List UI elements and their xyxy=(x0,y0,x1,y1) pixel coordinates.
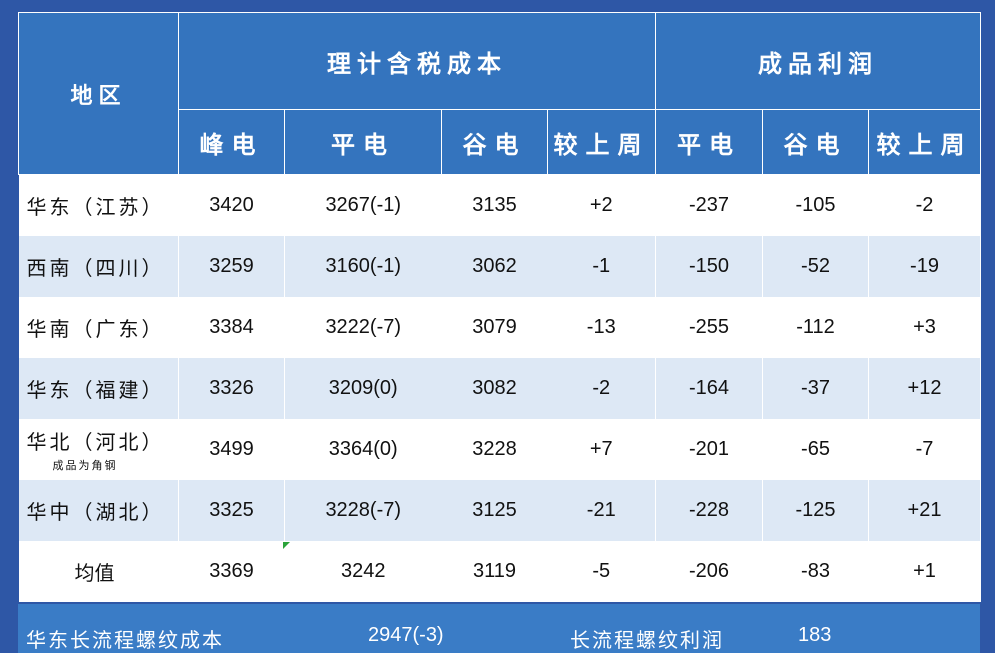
table-body: 华东（江苏） 3420 3267(-1) 3135 +2 -237 -105 -2 西南（四川）… xyxy=(18,174,982,602)
col-header-profit-wow: 较上周 xyxy=(867,109,982,175)
flat-cost-cell: 3160(-1) xyxy=(284,236,442,297)
profit-wow-cell: -2 xyxy=(868,174,982,236)
green-corner-mark xyxy=(283,542,290,549)
peak-cost-cell: 3369 xyxy=(178,541,285,602)
col-header-cost-wow: 较上周 xyxy=(547,109,656,175)
cost-wow-cell: +2 xyxy=(547,174,656,236)
table-row: 华中（湖北） 3325 3228(-7) 3125 -21 -228 -125 +21 xyxy=(18,480,982,541)
region-name: 华南（广东） xyxy=(26,317,165,341)
profit-flat-cell: -228 xyxy=(655,480,763,541)
valley-cost-cell: 3135 xyxy=(441,174,548,236)
profit-valley-cell: -112 xyxy=(762,297,869,358)
cost-profit-table: 地区 理计含税成本 成品利润 峰电 平电 谷电 较上周 平电 谷电 较上周 华东… xyxy=(18,12,982,602)
cost-wow-cell: +7 xyxy=(547,419,656,480)
long-process-cost-label: 华东长流程螺纹成本 xyxy=(26,628,224,652)
col-header-profit-valley: 谷电 xyxy=(762,109,869,175)
region-header: 地区 xyxy=(18,12,179,175)
long-process-profit-value: 183 xyxy=(798,624,832,646)
profit-flat-cell: -150 xyxy=(655,236,763,297)
profit-valley-cell: -83 xyxy=(762,541,869,602)
cost-wow-cell: -13 xyxy=(547,297,656,358)
flat-cost-cell: 3228(-7) xyxy=(284,480,442,541)
region-name: 华东（福建） xyxy=(26,378,165,402)
profit-wow-cell: +3 xyxy=(868,297,982,358)
summary-bar: 华东长流程螺纹成本 2947(-3) 长流程螺纹利润 183 xyxy=(18,604,980,653)
profit-valley-cell: -65 xyxy=(762,419,869,480)
peak-cost-cell: 3326 xyxy=(178,358,285,419)
col-header-profit-flat: 平电 xyxy=(655,109,763,175)
profit-wow-cell: -19 xyxy=(868,236,982,297)
peak-cost-cell: 3499 xyxy=(178,419,285,480)
average-row: 均值 3369 3242 3119 -5 -206 -83 +1 xyxy=(18,541,982,602)
region-cell: 华南（广东） xyxy=(18,297,179,358)
region-cell: 华东（江苏） xyxy=(18,174,179,236)
region-name: 均值 xyxy=(74,563,115,585)
valley-cost-cell: 3228 xyxy=(441,419,548,480)
region-name: 华北（河北） xyxy=(26,430,165,454)
profit-valley-cell: -37 xyxy=(762,358,869,419)
valley-cost-cell: 3119 xyxy=(441,541,548,602)
flat-cost-cell: 3364(0) xyxy=(284,419,442,480)
cost-wow-cell: -2 xyxy=(547,358,656,419)
cost-wow-cell: -5 xyxy=(547,541,656,602)
profit-valley-cell: -125 xyxy=(762,480,869,541)
average-label: 均值 xyxy=(18,541,179,602)
col-header-peak: 峰电 xyxy=(178,109,285,175)
peak-cost-cell: 3420 xyxy=(178,174,285,236)
flat-cost-cell: 3209(0) xyxy=(284,358,442,419)
valley-cost-cell: 3079 xyxy=(441,297,548,358)
region-name: 西南（四川） xyxy=(26,256,165,280)
peak-cost-cell: 3384 xyxy=(178,297,285,358)
profit-valley-cell: -52 xyxy=(762,236,869,297)
peak-cost-cell: 3259 xyxy=(178,236,285,297)
profit-flat-cell: -201 xyxy=(655,419,763,480)
table-row: 华东（福建） 3326 3209(0) 3082 -2 -164 -37 +12 xyxy=(18,358,982,419)
col-header-flat: 平电 xyxy=(284,109,442,175)
profit-flat-cell: -206 xyxy=(655,541,763,602)
long-process-cost-value: 2947(-3) xyxy=(368,624,444,646)
profit-flat-cell: -237 xyxy=(655,174,763,236)
long-process-profit-label: 长流程螺纹利润 xyxy=(570,628,724,652)
col-header-valley: 谷电 xyxy=(441,109,548,175)
profit-flat-cell: -255 xyxy=(655,297,763,358)
profit-wow-cell: -7 xyxy=(868,419,982,480)
cost-wow-cell: -21 xyxy=(547,480,656,541)
region-name: 华中（湖北） xyxy=(26,500,165,524)
region-cell: 华北（河北） 成品为角钢 xyxy=(18,419,179,480)
peak-cost-cell: 3325 xyxy=(178,480,285,541)
flat-cost-cell: 3222(-7) xyxy=(284,297,442,358)
cost-group-header: 理计含税成本 xyxy=(178,12,656,110)
profit-wow-cell: +21 xyxy=(868,480,982,541)
cost-wow-cell: -1 xyxy=(547,236,656,297)
profit-valley-cell: -105 xyxy=(762,174,869,236)
profit-flat-cell: -164 xyxy=(655,358,763,419)
table-row: 华北（河北） 成品为角钢 3499 3364(0) 3228 +7 -201 -65 -7 xyxy=(18,419,982,480)
valley-cost-cell: 3062 xyxy=(441,236,548,297)
profit-wow-cell: +1 xyxy=(868,541,982,602)
valley-cost-cell: 3125 xyxy=(441,480,548,541)
flat-cost-cell: 3267(-1) xyxy=(284,174,442,236)
flat-cost-cell: 3242 xyxy=(284,541,442,602)
region-cell: 华中（湖北） xyxy=(18,480,179,541)
table-row: 西南（四川） 3259 3160(-1) 3062 -1 -150 -52 -19 xyxy=(18,236,982,297)
table-row: 华南（广东） 3384 3222(-7) 3079 -13 -255 -112 +3 xyxy=(18,297,982,358)
profit-group-header: 成品利润 xyxy=(654,12,982,110)
valley-cost-cell: 3082 xyxy=(441,358,548,419)
region-name: 华东（江苏） xyxy=(26,195,165,219)
table-row: 华东（江苏） 3420 3267(-1) 3135 +2 -237 -105 -2 xyxy=(18,174,982,236)
region-note: 成品为角钢 xyxy=(52,459,118,472)
region-cell: 西南（四川） xyxy=(18,236,179,297)
region-cell: 华东（福建） xyxy=(18,358,179,419)
profit-wow-cell: +12 xyxy=(868,358,982,419)
